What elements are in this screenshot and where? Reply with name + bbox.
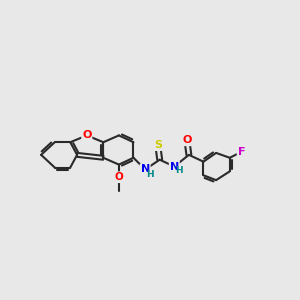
Text: N: N: [140, 164, 150, 174]
Text: F: F: [238, 147, 245, 157]
Text: H: H: [146, 170, 154, 179]
Text: S: S: [154, 140, 162, 150]
Text: N: N: [170, 161, 179, 172]
Text: O: O: [82, 130, 92, 140]
Text: O: O: [182, 135, 192, 145]
Text: O: O: [115, 172, 123, 182]
Text: H: H: [176, 166, 183, 175]
